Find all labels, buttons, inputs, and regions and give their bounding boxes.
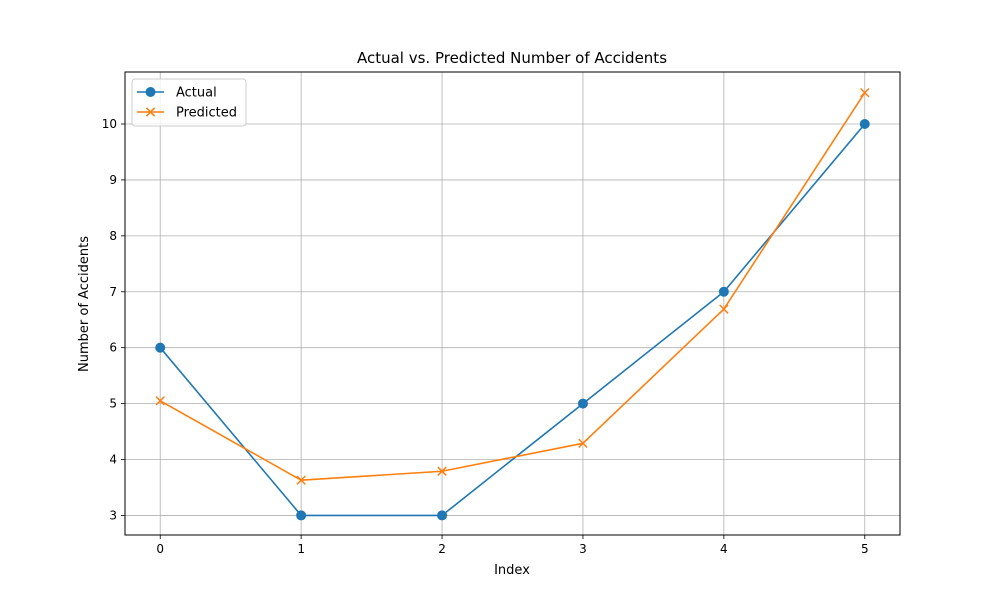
legend-entry-predicted: Predicted: [137, 106, 237, 121]
series-actual-point: [718, 286, 729, 297]
y-tick-label: 10: [102, 117, 117, 131]
series-predicted: [155, 87, 870, 485]
series-actual-point: [155, 342, 166, 353]
series-layer: [155, 87, 870, 521]
series-actual: [155, 119, 870, 521]
legend-items: Actual Predicted: [137, 86, 237, 121]
series-predicted-point: [719, 304, 729, 314]
series-predicted-point: [437, 466, 447, 476]
series-predicted-point: [578, 438, 588, 449]
y-tick-label: 9: [109, 173, 117, 187]
series-predicted-point: [155, 396, 165, 406]
x-tick-label: 4: [720, 542, 728, 556]
series-actual-point: [296, 510, 307, 521]
y-tick-label: 8: [109, 229, 117, 243]
y-tick-label: 6: [109, 341, 117, 355]
series-actual-point: [577, 398, 588, 409]
chart-title: Actual vs. Predicted Number of Accidents: [357, 49, 667, 67]
y-axis-ticks: 3 4 5 6 7 8 9 10: [102, 117, 125, 522]
y-tick-label: 7: [109, 285, 117, 299]
series-actual-point: [437, 510, 448, 521]
x-tick-label: 5: [861, 542, 869, 556]
x-axis-ticks: 0 1 2 3 4 5: [156, 535, 869, 556]
x-tick-label: 0: [156, 542, 164, 556]
y-tick-label: 3: [109, 508, 117, 522]
legend-box: [131, 78, 247, 127]
x-tick-label: 1: [297, 542, 305, 556]
plot-frame: [124, 71, 901, 536]
y-tick-label: 5: [109, 397, 117, 411]
legend-swatch-marker: [145, 107, 156, 117]
series-predicted-point: [296, 475, 306, 485]
legend-entry-actual: Actual: [137, 86, 217, 101]
y-axis-label: Number of Accidents: [77, 236, 92, 372]
x-axis-label: Index: [494, 563, 530, 578]
legend-swatch-marker: [145, 87, 156, 97]
legend-label-actual: Actual: [176, 86, 217, 101]
series-actual-line: [159, 123, 866, 517]
series-predicted-line: [159, 92, 866, 482]
series-predicted-point: [860, 87, 870, 98]
y-tick-label: 4: [109, 453, 117, 467]
legend: Actual Predicted: [131, 78, 247, 127]
x-tick-label: 2: [438, 542, 446, 556]
series-actual-point: [859, 119, 870, 130]
x-tick-label: 3: [579, 542, 587, 556]
legend-label-predicted: Predicted: [176, 106, 237, 121]
